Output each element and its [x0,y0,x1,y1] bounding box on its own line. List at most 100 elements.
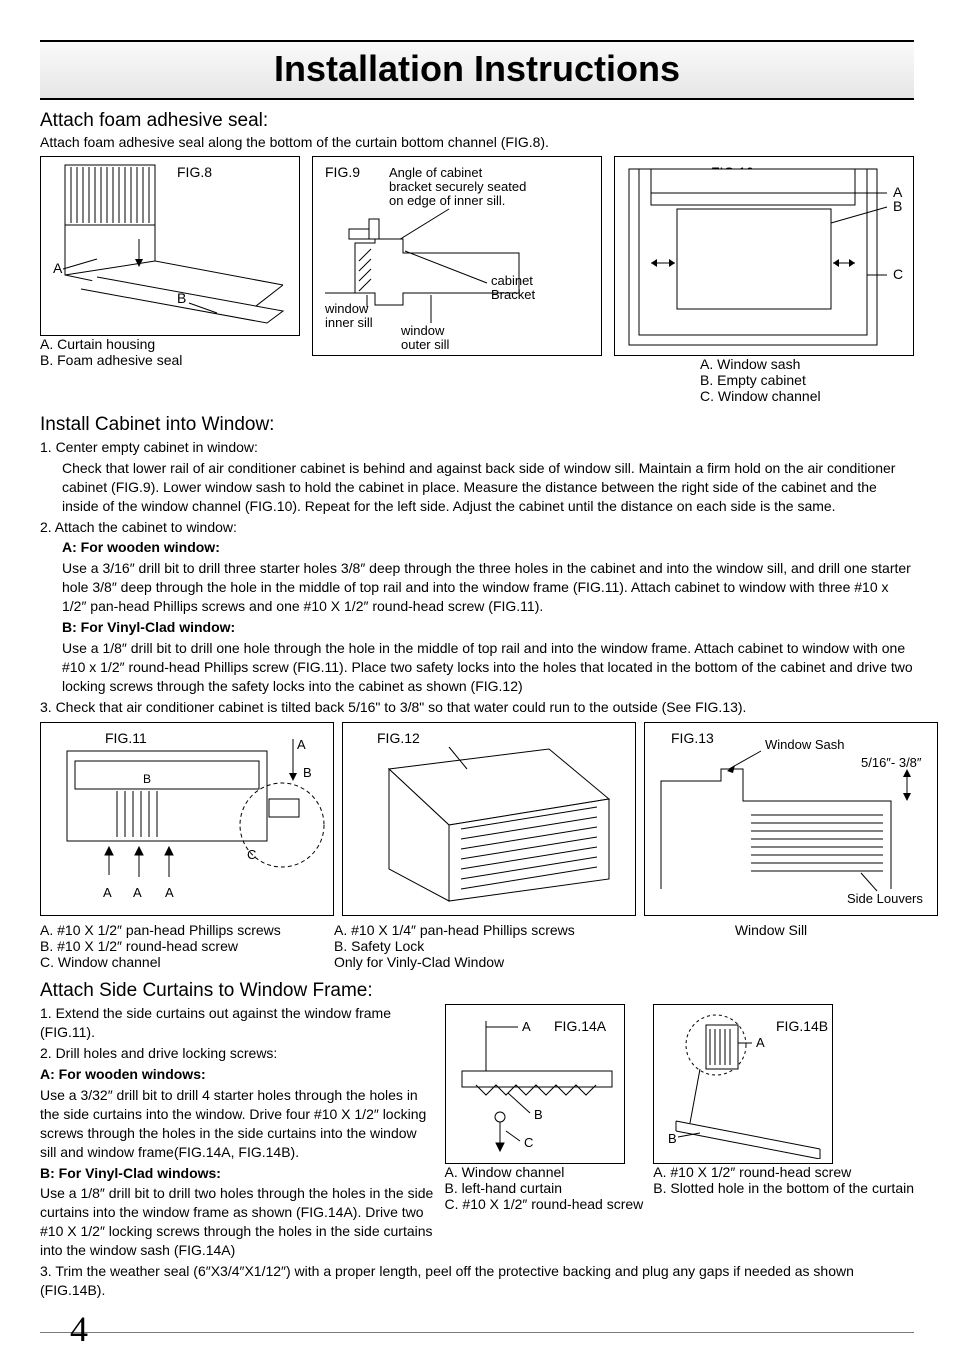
s3-step2: 2. Drill holes and drive locking screws: [40,1044,435,1063]
svg-text:B: B [668,1131,677,1146]
fig12-note: Only for Vinly-Clad Window [334,954,620,970]
svg-text:Bracket: Bracket [491,287,535,302]
fig8-svg: FIG.8 [47,163,293,329]
fig14b-cell: FIG.14B A [653,1004,833,1164]
fig14a-block: FIG.14A A B C [445,1004,644,1262]
fig14b-svg: FIG.14B A [660,1011,828,1159]
section3-text: 1. Extend the side curtains out against … [40,1004,435,1262]
svg-text:FIG.14A: FIG.14A [554,1018,607,1034]
s3-a-head: A: For wooden windows: [40,1065,435,1084]
inst-item-3-lead: 3. Check that air conditioner cabinet is… [40,698,914,717]
install-list: 1. Center empty cabinet in window: Check… [40,438,914,716]
fig13-caption: Window Sill [628,922,914,970]
fig10-svg: FIG.10 A B C [621,163,907,349]
fig11-cap-a: A. #10 X 1/2″ pan-head Phillips screws [40,922,326,938]
intro-text: Attach foam adhesive seal along the bott… [40,134,914,150]
svg-text:A: A [522,1019,531,1034]
fig12-caption: A. #10 X 1/4″ pan-head Phillips screws B… [334,922,620,970]
svg-text:FIG.14B: FIG.14B [776,1018,828,1034]
fig11-cap-c: C. Window channel [40,954,326,970]
svg-text:Side Louvers: Side Louvers [847,891,923,906]
fig14-group: FIG.14A A B C [445,1004,914,1262]
s3-step1: 1. Extend the side curtains out against … [40,1004,435,1042]
fig9-label: FIG.9 [325,164,360,180]
fig10-cell: FIG.10 A B C [614,156,914,356]
svg-text:inner sill: inner sill [325,315,373,330]
section3-layout: 1. Extend the side curtains out against … [40,1004,914,1262]
inst-item-2b-body: Use a 1/8″ drill bit to drill one hole t… [62,639,914,696]
section-heading-curtains: Attach Side Curtains to Window Frame: [40,980,914,1002]
bottom-rule [40,1332,914,1333]
fig14a-cell: FIG.14A A B C [445,1004,625,1164]
fig14a-b: B. left-hand curtain [445,1180,644,1196]
fig14a-caption: A. Window channel B. left-hand curtain C… [445,1164,644,1212]
svg-text:B: B [177,290,186,306]
svg-text:window: window [400,323,445,338]
section-heading-foam: Attach foam adhesive seal: [40,110,914,132]
svg-text:C: C [524,1135,533,1150]
svg-text:B: B [143,772,151,786]
fig10-legend-b: B. Empty cabinet [700,372,914,388]
fig10-legend-c: C. Window channel [700,388,914,404]
fig13-label: FIG.13 [671,730,714,746]
fig11-label: FIG.11 [105,730,147,746]
page-number: 4 [70,1308,914,1350]
inst-item-2-lead: 2. Attach the cabinet to window: [40,518,914,537]
fig13-cell: FIG.13 Window Sash 5/16″- 3/8″ Side Louv… [644,722,938,916]
s3-a-body: Use a 3/32″ drill bit to drill 4 starter… [40,1086,435,1162]
svg-text:Angle of cabinet: Angle of cabinet [389,165,483,180]
fig14b-caption: A. #10 X 1/2″ round-head screw B. Slotte… [653,1164,914,1196]
fig8-cell: FIG.8 [40,156,300,336]
s3-b-body: Use a 1/8″ drill bit to drill two holes … [40,1184,435,1260]
fig9-svg: FIG.9 Angle of cabinet bracket securely … [319,163,595,349]
inst-item-2a-body: Use a 3/16″ drill bit to drill three sta… [62,559,914,616]
svg-text:cabinet: cabinet [491,273,533,288]
fig11-cap-b: B. #10 X 1/2″ round-head screw [40,938,326,954]
svg-text:A: A [165,885,174,900]
svg-text:on edge of inner sill.: on edge of inner sill. [389,193,505,208]
fig14a-svg: FIG.14A A B C [452,1011,620,1159]
fig12-cap-a: A. #10 X 1/4″ pan-head Phillips screws [334,922,620,938]
svg-text:Window Sash: Window Sash [765,737,844,752]
fig8-legend-a: A. Curtain housing [40,336,300,352]
svg-text:B: B [893,198,902,214]
section3-step3: 3. Trim the weather seal (6″X3/4″X1/12″)… [40,1262,914,1300]
fig8-label: FIG.8 [177,164,212,180]
fig12-label: FIG.12 [377,730,420,746]
svg-text:B: B [534,1107,543,1122]
inst-item-2b-head: B: For Vinyl-Clad window: [62,618,914,637]
fig11-caption: A. #10 X 1/2″ pan-head Phillips screws B… [40,922,326,970]
inst-item-2a-head: A: For wooden window: [62,538,914,557]
svg-text:C: C [893,266,903,282]
fig11-svg: FIG.11 B A A A C [47,729,327,909]
fig14b-b: B. Slotted hole in the bottom of the cur… [653,1180,914,1196]
figure-row-2: FIG.11 B A A A C [40,722,914,916]
svg-text:A: A [53,260,63,276]
s3-b-head: B: For Vinyl-Clad windows: [40,1164,435,1183]
section-heading-install: Install Cabinet into Window: [40,414,914,436]
fig12-cell: FIG.12 [342,722,636,916]
fig14b-block: FIG.14B A [653,1004,914,1262]
figure-row-2-captions: A. #10 X 1/2″ pan-head Phillips screws B… [40,922,914,970]
fig13-svg: FIG.13 Window Sash 5/16″- 3/8″ Side Louv… [651,729,931,909]
svg-text:outer sill: outer sill [401,337,450,349]
s3-step3: 3. Trim the weather seal (6″X3/4″X1/12″)… [40,1262,914,1300]
fig14a-c: C. #10 X 1/2″ round-head screw [445,1196,644,1212]
svg-text:A: A [133,885,142,900]
page-title: Installation Instructions [40,42,914,100]
svg-text:bracket securely seated: bracket securely seated [389,179,526,194]
inst-item-1-body: Check that lower rail of air conditioner… [62,459,914,516]
fig11-cell: FIG.11 B A A A C [40,722,334,916]
fig10-legend-a: A. Window sash [700,356,914,372]
fig9-cell: FIG.9 Angle of cabinet bracket securely … [312,156,602,356]
fig12-svg: FIG.12 [349,729,629,909]
inst-item-1-lead: 1. Center empty cabinet in window: [40,438,914,457]
fig8-legend-b: B. Foam adhesive seal [40,352,300,368]
svg-text:A: A [756,1035,765,1050]
fig14a-a: A. Window channel [445,1164,644,1180]
fig13-sill-label: Window Sill [628,922,914,938]
svg-text:A: A [103,885,112,900]
fig12-cap-b: B. Safety Lock [334,938,620,954]
svg-text:5/16″- 3/8″: 5/16″- 3/8″ [861,755,922,770]
svg-text:C: C [247,847,256,862]
